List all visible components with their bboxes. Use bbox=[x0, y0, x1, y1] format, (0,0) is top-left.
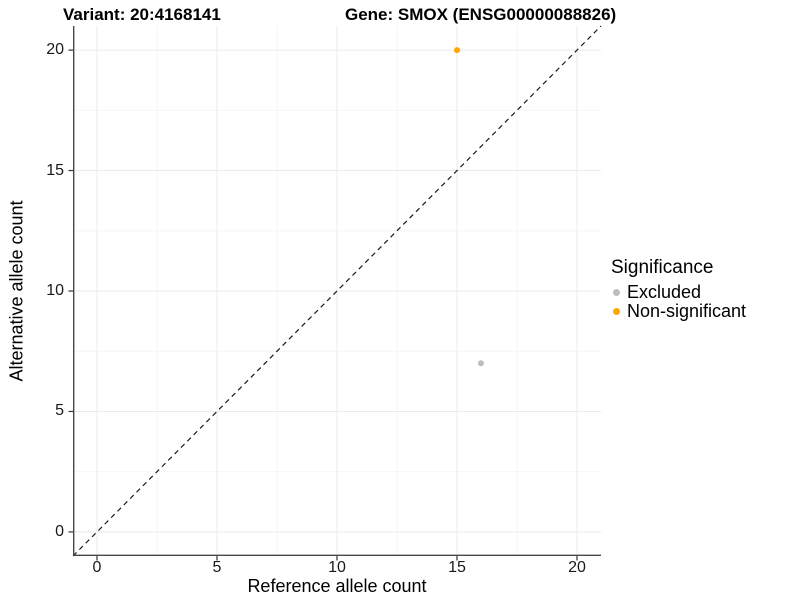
plot-title-gene: Gene: SMOX (ENSG00000088826) bbox=[345, 5, 617, 24]
legend-item-excluded: Excluded bbox=[611, 282, 746, 302]
plot-canvas bbox=[68, 25, 602, 561]
y-tick-label: 15 bbox=[46, 161, 64, 179]
plot-title-variant: Variant: 20:4168141 bbox=[63, 5, 221, 24]
x-tick-label: 5 bbox=[212, 559, 222, 576]
plot-panel bbox=[68, 25, 602, 561]
data-point-non-significant bbox=[454, 47, 460, 54]
legend: Significance Excluded Non-significant bbox=[611, 257, 746, 321]
y-tick-label: 5 bbox=[55, 402, 64, 420]
x-tick-label: 20 bbox=[568, 559, 586, 576]
x-tick-label: 10 bbox=[328, 559, 346, 576]
y-tick-label: 10 bbox=[46, 282, 64, 299]
x-axis-title: Reference allele count bbox=[247, 576, 427, 596]
legend-item-non-significant: Non-significant bbox=[611, 301, 747, 321]
data-point-excluded bbox=[478, 360, 484, 367]
non-significant-dot-icon bbox=[613, 308, 620, 315]
identity-line bbox=[72, 25, 602, 557]
excluded-dot-icon bbox=[613, 289, 620, 296]
x-tick-label: 0 bbox=[92, 559, 102, 576]
y-tick-label: 0 bbox=[55, 522, 64, 540]
legend-label-excluded: Excluded bbox=[627, 282, 702, 302]
legend-title: Significance bbox=[611, 257, 714, 278]
y-tick-label: 20 bbox=[46, 41, 64, 59]
legend-label-non-significant: Non-significant bbox=[627, 301, 747, 321]
x-tick-label: 15 bbox=[448, 559, 466, 576]
y-axis-tick-labels: 0 5 10 15 20 bbox=[0, 26, 66, 556]
x-axis-tick-labels: 0 5 10 15 20 bbox=[73, 559, 601, 579]
